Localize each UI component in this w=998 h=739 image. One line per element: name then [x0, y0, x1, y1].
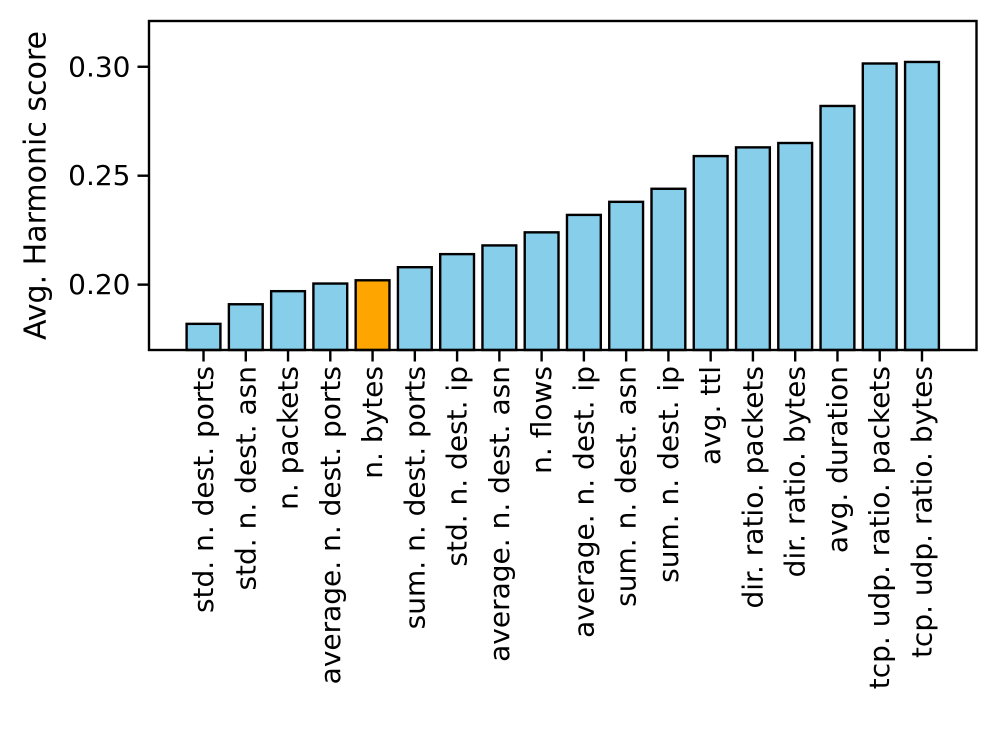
x-category-label: dir. ratio. packets: [736, 366, 769, 609]
bar: [819, 104, 856, 352]
x-category-label: n. bytes: [356, 366, 389, 479]
x-category-label: n. packets: [272, 366, 305, 510]
y-axis-label: Avg. Harmonic score: [19, 31, 54, 340]
x-category-label: n. flows: [525, 366, 558, 474]
y-tick-label: 0.25: [68, 159, 130, 192]
bar: [861, 62, 898, 352]
bar: [777, 141, 814, 352]
bar: [692, 154, 729, 352]
x-category-label: sum. n. dest. ports: [398, 366, 431, 629]
x-category-label: tcp. udp. ratio. packets: [863, 366, 896, 689]
bar: [185, 322, 222, 352]
x-category-label: std. n. dest. ip: [441, 366, 474, 567]
y-tick-label: 0.20: [68, 268, 130, 301]
y-tick-label: 0.30: [68, 50, 130, 83]
bar: [481, 244, 518, 352]
x-category-label: std. n. dest. ports: [187, 366, 220, 613]
x-category-label: sum. n. dest. asn: [610, 366, 643, 607]
bar: [396, 266, 433, 352]
axes-layer: [147, 19, 978, 352]
axes-spines: [147, 19, 978, 352]
x-category-label: tcp. udp. ratio. bytes: [905, 366, 938, 658]
bar: [734, 146, 772, 352]
x-category-label: std. n. dest. asn: [229, 366, 262, 591]
bar: [903, 60, 941, 352]
x-category-label: dir. ratio. bytes: [779, 366, 812, 577]
x-category-label: avg. ttl: [694, 366, 727, 465]
bar: [608, 200, 645, 352]
bars-layer: [185, 60, 941, 352]
bar: [312, 282, 349, 352]
bar: [523, 231, 560, 352]
x-category-label: sum. n. dest. ip: [652, 366, 685, 583]
x-category-label: average. n. dest. ports: [314, 366, 347, 684]
bar: [565, 213, 602, 352]
bar: [650, 187, 687, 352]
ticks-layer: 0.20 0.25 0.30 std. n. dest. ports std. n. d…: [68, 50, 938, 689]
x-category-label: average. n. dest. asn: [483, 366, 516, 662]
bar: [269, 289, 307, 352]
bar: [438, 252, 476, 352]
x-category-label: average. n. dest. ip: [567, 366, 600, 638]
bar: [227, 303, 264, 352]
x-category-label: avg. duration: [821, 366, 854, 553]
bar-highlighted: [354, 279, 391, 352]
